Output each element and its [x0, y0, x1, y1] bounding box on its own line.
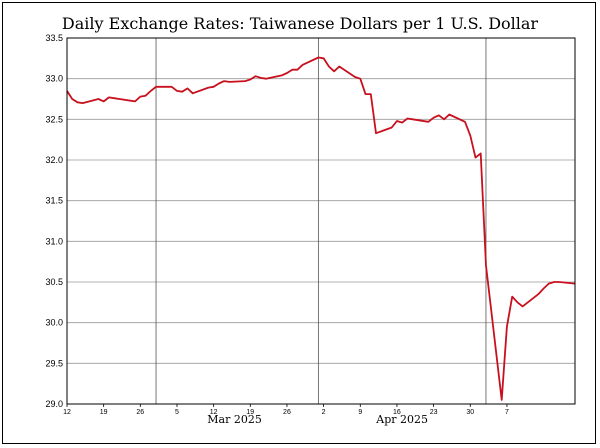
x-tick-label: 30: [466, 409, 474, 416]
y-tick-label: 30.0: [45, 318, 63, 328]
x-axis: 12 19 26 5 12 19 26 2 9 16 23 30 7 Mar 2025 Apr 2025: [63, 404, 509, 426]
x-tick-label: 19: [246, 409, 254, 416]
x-tick-label: 23: [430, 409, 438, 416]
x-tick-label: 16: [393, 409, 401, 416]
month-label: Apr 2025: [375, 413, 428, 426]
grid-lines: [67, 37, 575, 405]
x-tick-label: 9: [358, 409, 362, 416]
x-tick-label: 19: [100, 409, 108, 416]
x-tick-label: 26: [283, 409, 291, 416]
chart-title: Daily Exchange Rates: Taiwanese Dollars …: [62, 14, 539, 33]
month-label: Mar 2025: [207, 413, 262, 426]
x-tick-label: 7: [505, 409, 509, 416]
y-tick-label: 29.0: [45, 399, 63, 409]
plot-area-border: [66, 37, 576, 405]
y-tick-label: 33.0: [45, 74, 63, 84]
y-tick-label: 31.0: [45, 236, 63, 246]
x-tick-label: 26: [136, 409, 144, 416]
series-line: [66, 56, 576, 401]
x-tick-label: 5: [175, 409, 179, 416]
x-tick-label: 12: [63, 409, 71, 416]
y-axis: 33.5 33.0 32.5 32.0 31.5 31.0 30.5 30.0 29.5 29.0: [45, 33, 63, 409]
y-tick-label: 31.5: [45, 196, 63, 206]
y-tick-label: 32.5: [45, 114, 63, 124]
y-tick-label: 30.5: [45, 277, 63, 287]
x-tick-label: 12: [210, 409, 218, 416]
series-layer: [66, 56, 576, 401]
y-tick-label: 32.0: [45, 155, 63, 165]
y-tick-label: 33.5: [45, 33, 63, 43]
chart-frame: [2, 2, 596, 444]
x-tick-label: 2: [322, 409, 326, 416]
y-tick-label: 29.5: [45, 358, 63, 368]
